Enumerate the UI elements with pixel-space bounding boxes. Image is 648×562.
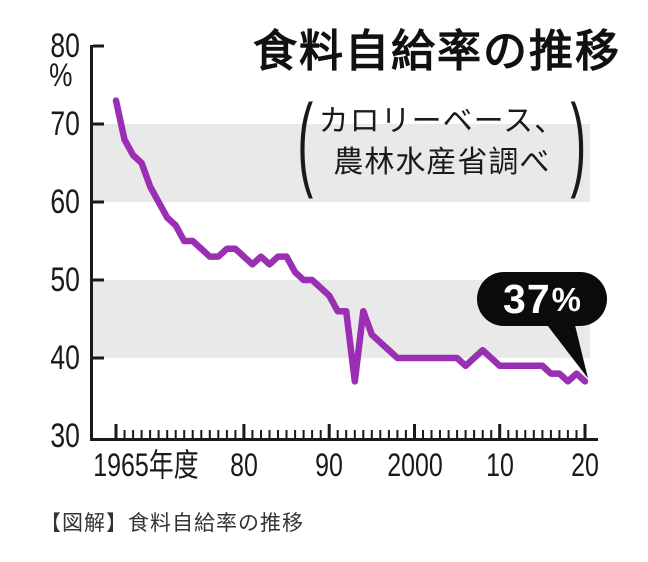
x-tick [447, 430, 450, 438]
x-tick [370, 430, 373, 438]
x-tick [404, 430, 407, 438]
x-tick [430, 430, 433, 438]
x-tick [422, 430, 424, 438]
data-line [112, 97, 589, 385]
x-tick [327, 424, 331, 438]
x-tick [302, 430, 305, 438]
x-tick [345, 430, 348, 438]
x-tick [473, 430, 476, 438]
x-tick [541, 430, 544, 438]
x-tick [132, 430, 135, 438]
chart-title: 食料自給率の推移 [253, 27, 621, 76]
x-tick [294, 430, 297, 438]
x-tick [191, 430, 194, 438]
y-tick-label: 80 [50, 27, 80, 65]
x-axis [90, 438, 598, 441]
y-tick [93, 44, 104, 48]
x-tick [157, 430, 160, 438]
subtitle-line-1: カロリーベース、 [318, 105, 566, 138]
x-tick [396, 430, 399, 438]
callout-value: 37 [503, 275, 551, 322]
y-tick-label: 40 [50, 339, 80, 377]
x-tick-label: 20 [571, 447, 599, 483]
y-tick [93, 122, 104, 126]
y-axis-unit: % [48, 57, 72, 93]
x-tick [166, 430, 169, 438]
x-tick [225, 430, 228, 438]
x-tick [200, 430, 203, 438]
y-tick-label: 50 [50, 261, 80, 299]
subtitle-paren-left: ( [297, 84, 314, 200]
x-tick-label: 10 [485, 447, 514, 483]
subtitle-lines: カロリーベース、 農林水産省調べ [319, 101, 566, 183]
y-tick-label: 30 [50, 417, 80, 455]
x-tick [285, 430, 288, 438]
shaded-band [93, 124, 590, 202]
x-tick-label: 80 [230, 447, 258, 483]
x-tick [311, 430, 314, 438]
x-tick [362, 430, 365, 438]
x-tick [140, 430, 143, 438]
x-tick [336, 430, 339, 438]
x-tick [353, 430, 356, 438]
x-tick [558, 430, 561, 438]
figure-caption: 【図解】食料自給率の推移 [40, 512, 304, 535]
callout-unit: % [551, 280, 581, 318]
x-tick [515, 430, 518, 438]
y-tick [93, 200, 104, 204]
x-tick [208, 430, 211, 438]
subtitle-line-2: 農林水産省調べ [333, 146, 551, 179]
x-tick [268, 430, 271, 438]
x-tick [277, 430, 279, 438]
x-tick [251, 430, 254, 438]
value-callout: 37 % [477, 272, 607, 326]
y-tick-label: 70 [50, 105, 80, 143]
x-tick [490, 430, 493, 438]
x-tick [549, 430, 552, 438]
x-tick [481, 430, 484, 438]
x-tick [456, 430, 459, 438]
x-tick [532, 430, 535, 438]
x-tick [566, 430, 569, 438]
x-tick [379, 430, 382, 438]
x-tick [260, 430, 262, 438]
x-tick [114, 424, 118, 438]
x-tick-label: 90 [315, 447, 344, 483]
x-tick [507, 430, 510, 438]
y-tick [93, 278, 104, 282]
x-tick [242, 424, 246, 438]
x-tick [149, 430, 152, 438]
y-axis [90, 45, 93, 441]
x-tick [319, 430, 322, 438]
x-tick [413, 424, 416, 438]
y-tick-label: 60 [50, 183, 80, 221]
x-tick [387, 430, 390, 438]
x-tick-label: 1965年度 [93, 447, 199, 483]
x-tick [174, 430, 177, 438]
subtitle-paren-right: ) [570, 84, 587, 200]
x-tick [439, 430, 441, 438]
x-tick [464, 430, 467, 438]
x-tick [234, 430, 237, 438]
callout-tail [544, 321, 588, 379]
x-tick [498, 424, 502, 438]
x-tick [575, 430, 578, 438]
x-tick [217, 430, 220, 438]
x-tick [123, 430, 126, 438]
x-tick [183, 430, 186, 438]
x-tick-label: 2000 [386, 447, 443, 483]
chart-subtitle: ( カロリーベース、 農林水産省調べ ) [288, 84, 596, 200]
x-tick [583, 424, 587, 438]
y-tick [93, 356, 104, 360]
x-tick [524, 430, 527, 438]
